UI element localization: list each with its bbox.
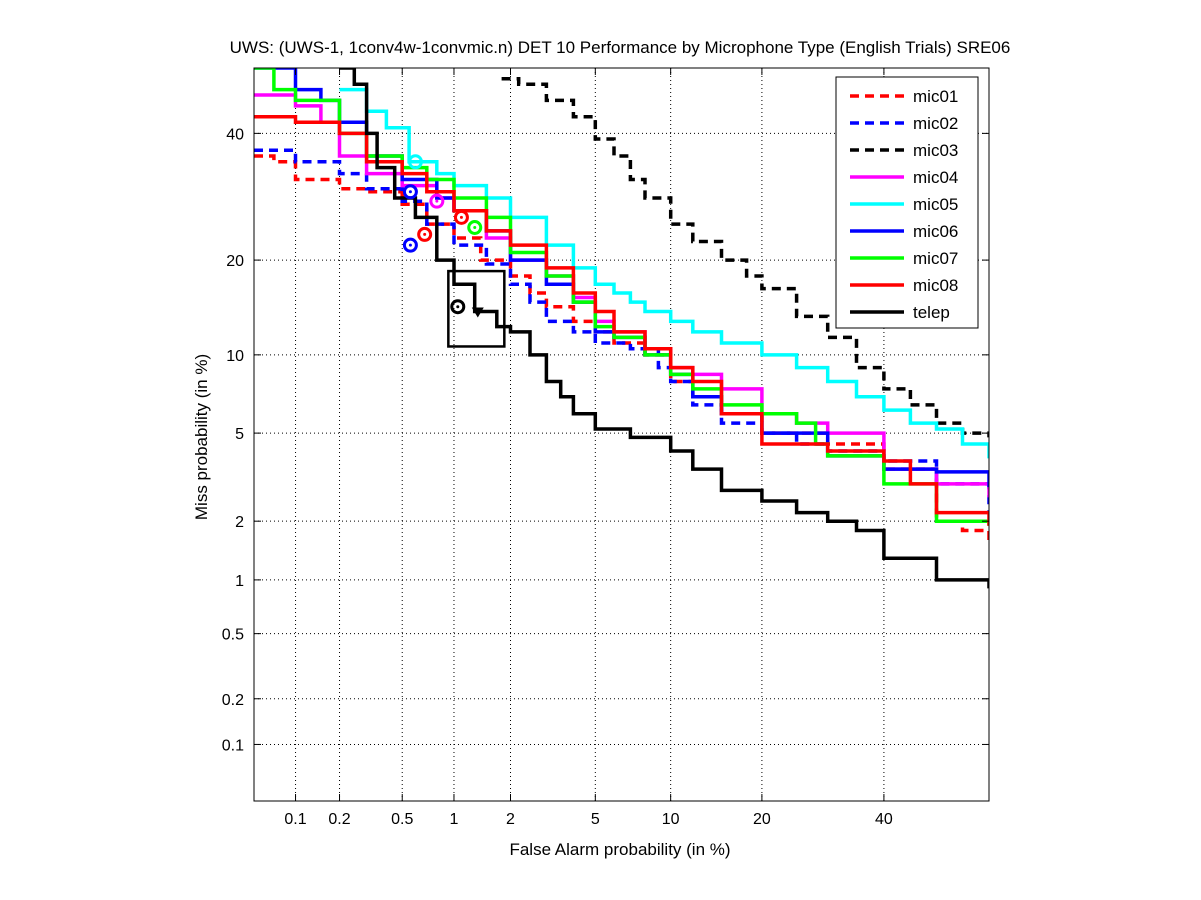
actual-dcf-marker-mic08 — [453, 209, 469, 225]
legend-label: mic02 — [913, 114, 958, 133]
legend-item-mic08: mic08 — [850, 276, 958, 295]
actual-dcf-marker-mic02 — [402, 237, 418, 253]
y-tick-label: 0.2 — [222, 692, 244, 709]
x-tick-label: 20 — [753, 811, 771, 828]
x-tick-label: 5 — [591, 811, 600, 828]
y-tick-label: 10 — [226, 348, 244, 365]
series-layer — [254, 68, 989, 589]
x-tick-label: 0.1 — [284, 811, 306, 828]
legend-item-mic06: mic06 — [850, 222, 958, 241]
actual-dcf-dot-mic07 — [473, 225, 477, 229]
x-tick-label: 2 — [506, 811, 515, 828]
actual-dcf-marker-mic04 — [429, 193, 445, 209]
x-tick-label: 0.5 — [391, 811, 413, 828]
actual-dcf-dot-telep — [456, 305, 460, 309]
x-axis-ticks: 0.1 0.2 0.5 1 2 5 10 20 40 — [284, 68, 893, 828]
axes-frame — [253, 67, 990, 802]
legend-item-mic05: mic05 — [850, 195, 958, 214]
y-tick-label: 2 — [235, 514, 244, 531]
legend-label: telep — [913, 303, 950, 322]
legend-item-mic07: mic07 — [850, 249, 958, 268]
y-axis-label: Miss probability (in %) — [192, 354, 211, 520]
legend-label: mic05 — [913, 195, 958, 214]
legend-label: mic07 — [913, 249, 958, 268]
legend-item-telep: telep — [850, 303, 950, 322]
legend-label: mic03 — [913, 141, 958, 160]
y-tick-label: 0.5 — [222, 627, 244, 644]
legend-item-mic01: mic01 — [850, 87, 958, 106]
y-tick-label: 0.1 — [222, 737, 244, 754]
actual-dcf-dot-mic04 — [435, 199, 439, 203]
y-tick-label: 5 — [235, 426, 244, 443]
actual-dcf-marker-mic06 — [402, 184, 418, 200]
series-line-mic03 — [501, 77, 989, 438]
actual-dcf-dot-mic06 — [408, 190, 412, 194]
actual-dcf-marker-mic01 — [417, 226, 433, 242]
marker-layer — [402, 154, 506, 348]
actual-dcf-marker-mic07 — [467, 219, 483, 235]
y-axis-ticks: 0.1 0.2 0.5 1 2 5 10 20 40 — [222, 126, 989, 754]
series-line-mic05 — [339, 87, 989, 459]
y-tick-label: 40 — [226, 126, 244, 143]
legend-item-mic04: mic04 — [850, 168, 958, 187]
legend: mic01 mic02 mic03 mic04 mic05 mic06 mic07 mic08… — [835, 76, 979, 329]
actual-dcf-dot-mic08 — [459, 215, 463, 219]
actual-dcf-dot-mic02 — [408, 243, 412, 247]
x-tick-label: 1 — [450, 811, 459, 828]
actual-dcf-dot-mic05 — [413, 160, 417, 164]
x-tick-label: 0.2 — [328, 811, 350, 828]
series-line-mic08 — [254, 115, 989, 526]
legend-label: mic06 — [913, 222, 958, 241]
y-tick-label: 1 — [235, 573, 244, 590]
legend-item-mic02: mic02 — [850, 114, 958, 133]
y-tick-label: 20 — [226, 253, 244, 270]
x-tick-label: 40 — [875, 811, 893, 828]
actual-dcf-marker-telep — [450, 299, 466, 315]
legend-item-mic03: mic03 — [850, 141, 958, 160]
chart-title: UWS: (UWS-1, 1conv4w-1convmic.n) DET 10 … — [230, 38, 1011, 57]
x-axis-label: False Alarm probability (in %) — [509, 840, 730, 859]
legend-label: mic01 — [913, 87, 958, 106]
min-dcf-marker-telep — [471, 307, 484, 318]
actual-dcf-marker-mic05 — [407, 154, 423, 170]
x-tick-label: 10 — [662, 811, 680, 828]
legend-label: mic04 — [913, 168, 958, 187]
confidence-box-telep — [447, 269, 506, 348]
legend-label: mic08 — [913, 276, 958, 295]
actual-dcf-dot-mic01 — [423, 232, 427, 236]
